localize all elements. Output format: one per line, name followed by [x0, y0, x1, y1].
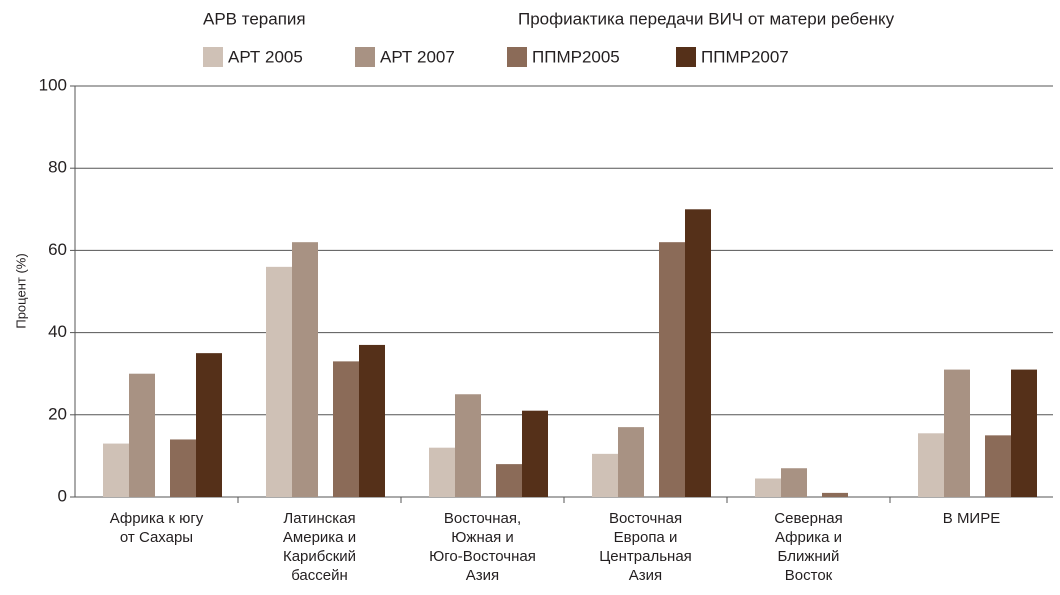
- x-tick-label: бассейн: [291, 567, 348, 584]
- legend-label: ППМР2007: [701, 47, 789, 66]
- bar: [592, 453, 618, 497]
- x-tick-label: Северная: [774, 510, 842, 527]
- x-tick-label: Америка и: [283, 529, 356, 546]
- x-tick-label: Юго-Восточная: [429, 548, 536, 565]
- x-tick-label: Восточная: [609, 510, 682, 527]
- y-tick-label: 20: [48, 404, 67, 423]
- bar: [196, 353, 222, 497]
- bar: [266, 266, 292, 497]
- y-tick-label: 80: [48, 158, 67, 177]
- bar: [685, 209, 711, 498]
- x-tick-label: от Сахары: [120, 529, 193, 546]
- y-tick-label: 60: [48, 240, 67, 259]
- x-tick-label: Восточная,: [444, 510, 521, 527]
- x-tick-label: Ближний: [778, 548, 840, 565]
- bar: [496, 464, 522, 497]
- x-tick-label: Европа и: [614, 529, 678, 546]
- x-tick-label: В МИРЕ: [943, 510, 1000, 527]
- x-tick-label: Южная и: [451, 529, 513, 546]
- legend-swatch: [203, 47, 223, 67]
- legend-label: ППМР2005: [532, 47, 620, 66]
- x-tick-label: Центральная: [599, 548, 692, 565]
- x-tick-label: Азия: [629, 567, 662, 584]
- legend-swatch: [507, 47, 527, 67]
- bar: [455, 394, 481, 497]
- x-tick-label: Карибский: [283, 548, 356, 565]
- bar: [522, 410, 548, 497]
- legend-group: Профиактика передачи ВИЧ от матери ребен…: [518, 9, 895, 28]
- x-tick-label: Африка к югу: [110, 510, 204, 527]
- bar: [333, 361, 359, 497]
- bar: [292, 242, 318, 497]
- y-tick-label: 0: [58, 486, 67, 505]
- x-tick-label: Латинская: [283, 510, 355, 527]
- legend-swatch: [355, 47, 375, 67]
- legend-swatch: [676, 47, 696, 67]
- bar: [618, 427, 644, 497]
- bar: [822, 492, 848, 497]
- bar: [659, 242, 685, 497]
- legend-label: АРТ 2007: [380, 47, 455, 66]
- bar: [103, 443, 129, 497]
- y-axis-label: Процент (%): [13, 253, 28, 328]
- bar: [755, 478, 781, 497]
- y-tick-label: 40: [48, 322, 67, 341]
- bar: [781, 468, 807, 497]
- bar: [429, 447, 455, 497]
- bar: [985, 435, 1011, 497]
- bar: [170, 439, 196, 497]
- x-tick-label: Африка и: [775, 529, 842, 546]
- bar: [1011, 369, 1037, 497]
- x-tick-label: Восток: [785, 567, 833, 584]
- legend-group: АРВ терапия: [203, 9, 306, 28]
- bar: [359, 344, 385, 497]
- x-tick-label: Азия: [466, 567, 499, 584]
- legend-label: АРТ 2005: [228, 47, 303, 66]
- bar: [944, 369, 970, 497]
- bar: [129, 373, 155, 497]
- bar: [918, 433, 944, 497]
- y-tick-label: 100: [39, 75, 67, 94]
